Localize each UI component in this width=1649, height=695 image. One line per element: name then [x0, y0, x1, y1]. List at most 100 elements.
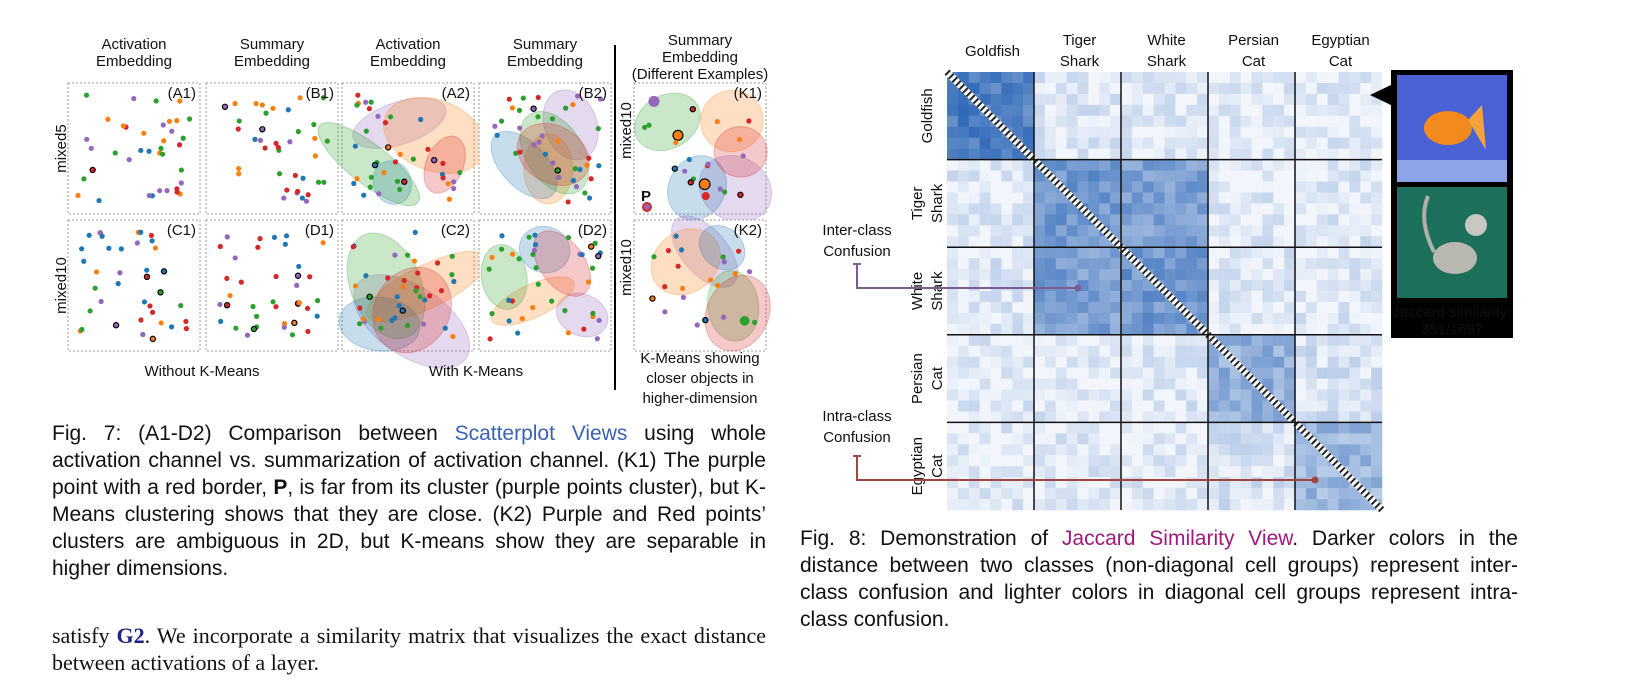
scatter-point — [376, 191, 382, 197]
matrix-cell — [1273, 378, 1285, 390]
scatter-point — [586, 155, 592, 161]
matrix-cell — [1088, 104, 1100, 117]
matrix-cell — [1338, 356, 1350, 368]
matrix-cell — [1284, 82, 1296, 95]
matrix-cell — [1251, 115, 1263, 128]
matrix-cell — [1131, 400, 1144, 412]
matrix-cell — [1142, 225, 1154, 237]
panel-frame — [478, 82, 612, 215]
matrix-cell — [1371, 170, 1383, 182]
matrix-cell — [1099, 104, 1111, 117]
matrix-cell — [1066, 181, 1078, 193]
matrix-cell — [1327, 148, 1339, 160]
matrix-cell — [1153, 225, 1165, 237]
matrix-cell — [1110, 433, 1122, 445]
matrix-cell — [1131, 269, 1144, 281]
matrix-cell — [1055, 400, 1067, 412]
matrix-cell — [1099, 82, 1111, 95]
matrix-cell — [1305, 93, 1318, 106]
matrix-cell — [1131, 93, 1144, 106]
matrix-cell — [1316, 104, 1328, 117]
panel-label: (C1) — [167, 222, 196, 239]
matrix-cell — [1175, 389, 1187, 401]
matrix-cell — [1305, 137, 1318, 149]
matrix-cell — [979, 181, 991, 193]
matrix-cell — [1251, 367, 1263, 379]
matrix-cell — [1088, 488, 1100, 500]
matrix-cell — [1012, 389, 1024, 401]
scatter-point — [570, 101, 576, 108]
matrix-cell — [990, 378, 1002, 390]
annotation: Intra-class — [822, 408, 891, 425]
scatter-point — [417, 293, 423, 300]
matrix-cell — [1034, 170, 1046, 182]
scatter-point — [368, 99, 374, 105]
matrix-cell — [1251, 488, 1263, 500]
matrix-cell — [990, 499, 1002, 511]
matrix-cell — [1295, 455, 1307, 467]
matrix-cell — [1251, 334, 1263, 347]
matrix-cell — [1055, 170, 1067, 182]
matrix-cell — [1077, 269, 1089, 281]
matrix-cell — [1218, 214, 1231, 226]
goldfish — [1424, 111, 1472, 145]
matrix-cell — [1131, 203, 1144, 215]
matrix-cell — [1197, 488, 1209, 500]
matrix-cell — [947, 115, 959, 128]
scatter-point — [665, 248, 672, 254]
matrix-cell — [1034, 378, 1046, 390]
scatter-point — [506, 297, 512, 303]
scatterplot: (D2) — [478, 219, 612, 352]
matrix-cell — [1338, 214, 1350, 226]
matrix-cell — [968, 444, 980, 456]
matrix-cell — [1349, 444, 1361, 456]
matrix-cell — [979, 444, 991, 456]
matrix-cell — [1164, 258, 1176, 270]
matrix-cell — [1066, 291, 1078, 303]
matrix-cell — [1023, 378, 1035, 390]
matrix-cell — [1349, 148, 1361, 160]
matrix-cell — [1229, 291, 1241, 303]
matrix-cell — [1044, 389, 1057, 401]
matrix-cell — [1023, 455, 1035, 467]
caption-link[interactable]: Jaccard Similarity View — [1061, 527, 1293, 550]
matrix-cell — [1229, 345, 1241, 357]
matrix-cell — [1099, 433, 1111, 445]
scatter-point — [597, 96, 604, 102]
matrix-cell — [1034, 247, 1046, 259]
matrix-cell — [1262, 411, 1274, 423]
matrix-cell — [957, 236, 970, 248]
matrix-cell — [1316, 126, 1328, 138]
scatter-point — [314, 313, 320, 319]
matrix-cell — [1153, 137, 1165, 149]
matrix-cell — [1251, 148, 1263, 160]
matrix-cell — [1044, 269, 1057, 281]
matrix-cell — [1001, 236, 1013, 248]
matrix-cell — [1023, 422, 1035, 434]
caption-link[interactable]: Scatterplot Views — [454, 422, 628, 445]
matrix-cell — [1218, 488, 1231, 500]
matrix-cell — [1121, 411, 1133, 423]
matrix-cell — [1229, 334, 1241, 347]
matrix-cell — [1251, 225, 1263, 237]
matrix-cell — [1208, 301, 1220, 314]
matrix-cell — [1088, 291, 1100, 303]
matrix-cell — [1240, 400, 1252, 412]
matrix-cell — [1131, 367, 1144, 379]
goal-ref[interactable]: G2 — [116, 623, 145, 648]
matrix-cell — [1164, 400, 1176, 412]
matrix-cell — [1175, 115, 1187, 128]
matrix-cell — [1197, 400, 1209, 412]
matrix-cell — [1273, 170, 1285, 182]
matrix-cell — [1034, 356, 1046, 368]
scatterplot: (K1) — [633, 82, 773, 223]
scatter-point — [565, 234, 572, 241]
matrix-cell — [1327, 72, 1339, 84]
matrix-cell — [1295, 93, 1307, 106]
matrix-cell — [1262, 291, 1274, 303]
scatter-point — [646, 122, 652, 128]
matrix-cell — [1034, 477, 1046, 489]
matrix-cell — [1295, 488, 1307, 500]
matrix-cell — [1349, 192, 1361, 204]
matrix-cell — [1208, 82, 1220, 95]
